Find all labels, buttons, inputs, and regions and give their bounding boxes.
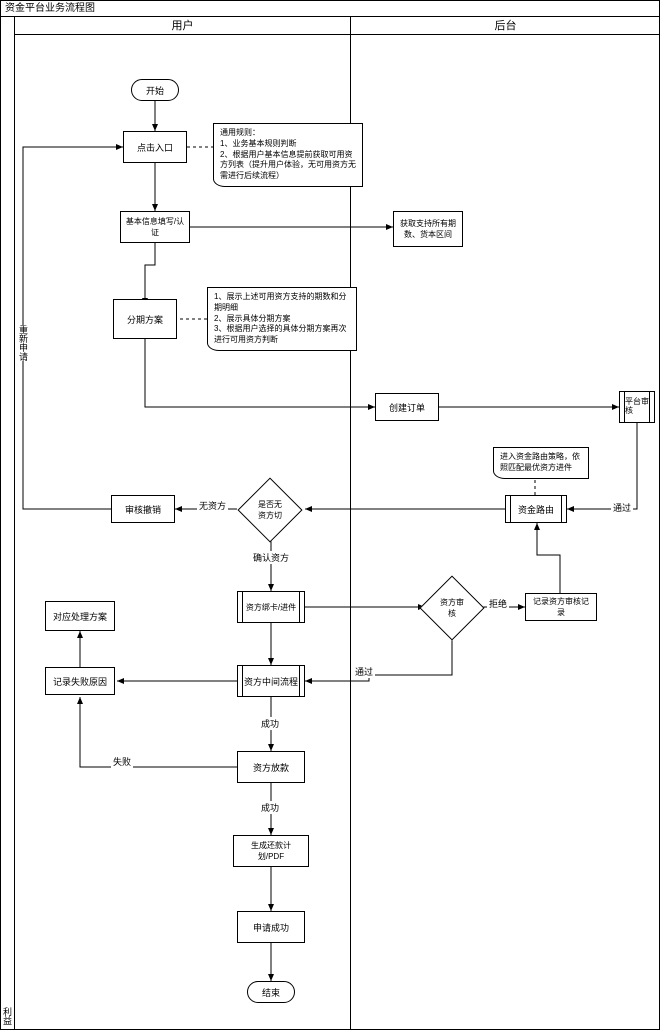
record-audit: 记录资方审核记录 [525,593,597,621]
create-order: 创建订单 [375,393,439,421]
diagram-body: 利益 用户 后台 [1,17,659,1029]
label-confirm: 确认资方 [251,551,291,564]
platform-audit: 平台审核 [619,391,655,423]
bind-card: 资方绑卡/进件 [237,591,305,623]
start-node: 开始 [131,79,179,101]
flow-canvas: 开始 结束 点击入口 基本信息填写/认证 分期方案 审核撤销 对应处理方案 记录… [15,35,660,1029]
label-pass: 通过 [611,501,633,514]
diamond-fund-audit: 资方审核 [429,585,475,631]
label-reject: 拒绝 [487,597,509,610]
click-entry: 点击入口 [123,131,187,163]
end-node: 结束 [247,981,295,1003]
get-terms: 获取支持所有期数、货本区间 [393,211,463,247]
mid-flow: 资方中间流程 [237,665,305,697]
loan: 资方放款 [237,751,305,783]
diagram-container: 资金平台业务流程图 利益 用户 后台 [0,0,660,1030]
fill-verify: 基本信息填写/认证 [120,211,190,243]
note-fund-route: 进入资金路由策略，依照匹配最优资方进件 [493,447,589,479]
audit-cancel: 审核撤销 [111,495,175,523]
handle-plan: 对应处理方案 [45,601,115,631]
swimlane-left-label: 利益 [1,17,15,1029]
record-fail: 记录失败原因 [45,667,115,695]
diagram-title: 资金平台业务流程图 [1,1,659,17]
lane-header-user: 用户 [15,17,351,35]
label-success1: 成功 [259,717,281,730]
label-no-fund: 无资方 [197,499,228,512]
gen-plan: 生成还款计划/PDF [233,835,309,867]
apply-ok: 申请成功 [237,911,305,943]
fund-route: 资金路由 [505,495,567,523]
label-success2: 成功 [259,801,281,814]
note-rules: 通用规则： 1、业务基本规则判断 2、根据用户基本信息提前获取可用资方列表（提升… [213,123,363,187]
label-pass2: 通过 [353,665,375,678]
installment: 分期方案 [113,299,177,339]
lane-header-backend: 后台 [351,17,660,35]
label-reapply: 重新申请 [15,325,32,361]
note-installment: 1、展示上述可用资方支持的期数和分期明细 2、展示具体分期方案 3、根据用户选择… [207,287,357,351]
diamond-switch: 是否无资方切 [247,487,293,533]
label-fail: 失败 [111,755,133,768]
